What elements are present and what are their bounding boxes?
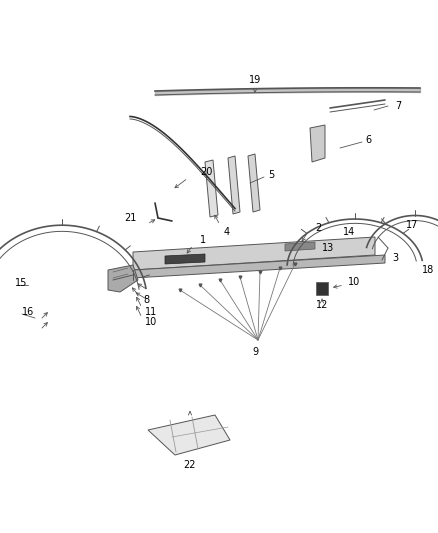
Polygon shape [148,415,230,455]
Text: 12: 12 [316,300,328,310]
Text: 7: 7 [395,101,401,111]
Polygon shape [310,125,325,162]
Text: 3: 3 [392,253,398,263]
Text: 6: 6 [365,135,371,145]
Text: 1: 1 [200,235,206,245]
Polygon shape [316,282,328,295]
Text: 8: 8 [143,295,149,305]
Polygon shape [248,154,260,212]
Text: 4: 4 [224,227,230,237]
Text: 9: 9 [252,347,258,357]
Text: 11: 11 [145,307,157,317]
Text: 2: 2 [315,223,321,233]
Text: 19: 19 [249,75,261,85]
Text: 15: 15 [15,278,27,288]
Polygon shape [133,255,385,278]
Text: 10: 10 [348,277,360,287]
Text: 5: 5 [268,170,274,180]
Text: 13: 13 [322,243,334,253]
Polygon shape [205,160,218,217]
Text: 10: 10 [145,317,157,327]
Polygon shape [108,265,138,292]
Text: 16: 16 [22,307,34,317]
Polygon shape [285,242,315,251]
Text: 21: 21 [125,213,137,223]
Polygon shape [165,254,205,264]
Text: 18: 18 [422,265,434,275]
Text: 17: 17 [406,220,418,230]
Text: 22: 22 [184,460,196,470]
Polygon shape [228,156,240,214]
Text: 20: 20 [200,167,212,177]
Polygon shape [133,237,375,270]
Text: 14: 14 [343,227,355,237]
